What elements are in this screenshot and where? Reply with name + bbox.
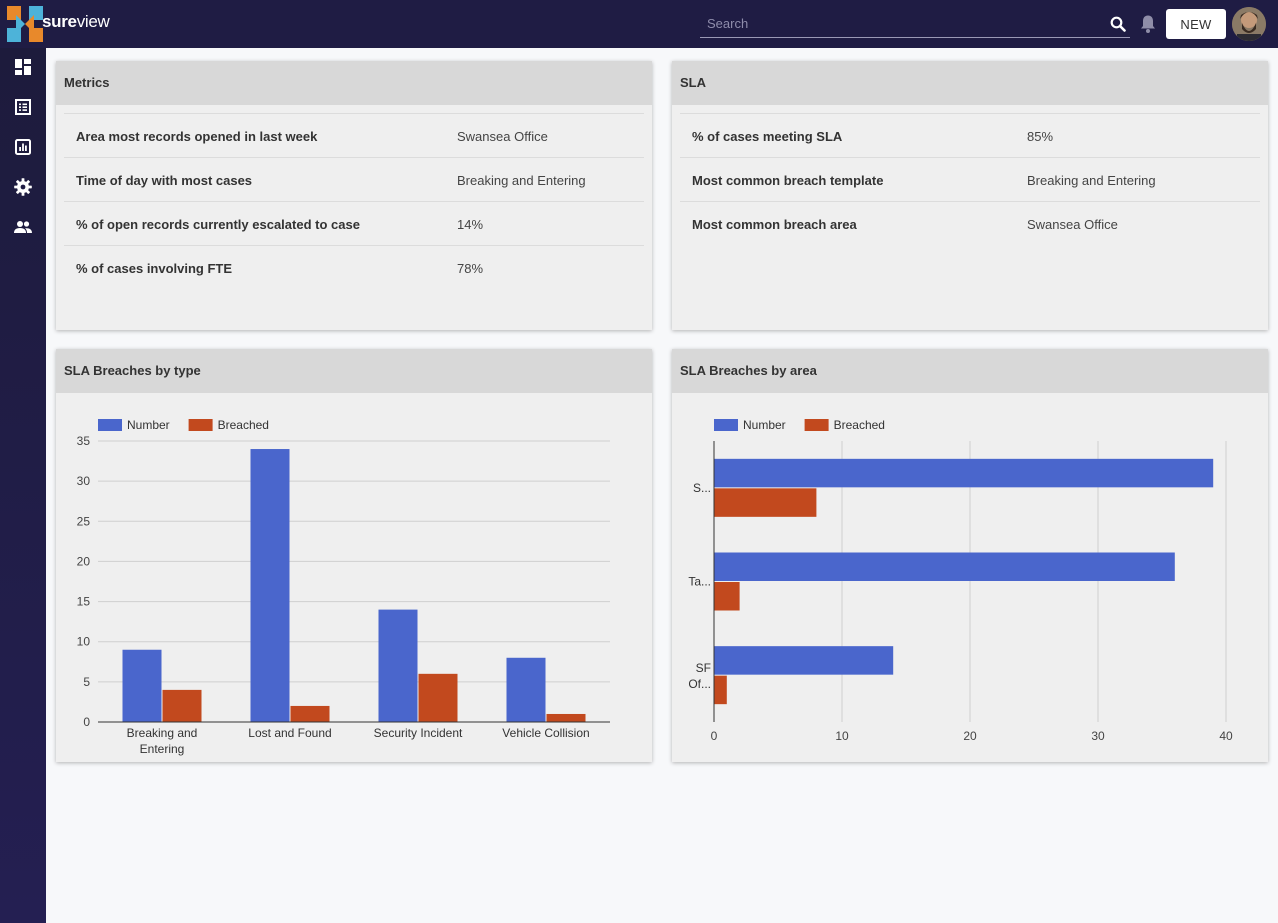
metric-label: Time of day with most cases: [76, 173, 253, 188]
x-tick-label: Lost and Found: [248, 726, 331, 740]
legend-swatch: [188, 419, 213, 431]
legend-label: Number: [743, 418, 786, 432]
y-tick-label: 20: [77, 554, 91, 568]
dashboard-icon[interactable]: [13, 57, 33, 77]
search-icon[interactable]: [1110, 16, 1126, 32]
bar-number: [714, 458, 1214, 488]
table-row: Most common breach template Breaking and…: [680, 158, 1260, 202]
bar-breached: [418, 673, 458, 722]
metric-label: % of open records currently escalated to…: [76, 217, 360, 232]
x-tick-label: 10: [835, 729, 849, 743]
breaches-by-area-chart: Number Breached 0 10 20 30 40 S... Ta... SF Of...: [688, 418, 1233, 743]
sla-label: Most common breach area: [692, 217, 857, 232]
report-icon[interactable]: [13, 137, 33, 157]
bar-number: [378, 609, 418, 722]
table-row: % of open records currently escalated to…: [64, 202, 644, 246]
breaches-by-area-card: SLA Breaches by area Number Breached 0 10 20…: [672, 349, 1268, 762]
metrics-card: Metrics Area most records opened in last…: [56, 61, 652, 330]
table-row: Area most records opened in last week Sw…: [64, 114, 644, 158]
bar-breached: [162, 689, 202, 722]
legend-label: Breached: [834, 418, 885, 432]
table-row: % of cases meeting SLA 85%: [680, 114, 1260, 158]
legend-swatch: [714, 419, 738, 431]
bar-breached: [714, 488, 817, 517]
chart-title: SLA Breaches by area: [672, 349, 1268, 393]
metric-value: Breaking and Entering: [457, 173, 586, 188]
y-tick-label: 30: [77, 474, 91, 488]
x-tick-label: 0: [711, 729, 718, 743]
new-button[interactable]: NEW: [1166, 9, 1226, 39]
bar-number: [506, 657, 546, 722]
sla-label: Most common breach template: [692, 173, 884, 188]
table-row: Time of day with most cases Breaking and…: [64, 158, 644, 202]
bar-breached: [546, 713, 586, 722]
y-tick-label: 25: [77, 514, 91, 528]
logo-text-light: view: [76, 12, 110, 31]
x-tick-label: Vehicle Collision: [502, 726, 589, 740]
legend-swatch: [804, 419, 829, 431]
y-tick-label: 15: [77, 595, 91, 609]
bell-icon[interactable]: [1139, 14, 1157, 34]
y-tick-label: 5: [83, 675, 90, 689]
list-icon[interactable]: [13, 97, 33, 117]
search-bar: [700, 10, 1130, 38]
sla-table: % of cases meeting SLA 85% Most common b…: [680, 113, 1260, 246]
x-tick-label: 40: [1219, 729, 1233, 743]
metric-value: 78%: [457, 261, 484, 276]
x-tick-label: Breaking and: [127, 726, 198, 740]
x-tick-label: Entering: [140, 742, 185, 756]
legend-label: Number: [127, 418, 170, 432]
breaches-by-type-chart: Number Breached 0 5 10 15 20 25 30 35 Breaking and…: [77, 418, 610, 756]
search-input[interactable]: [700, 10, 1100, 37]
bar-number: [714, 552, 1175, 581]
y-tick-label: 35: [77, 434, 91, 448]
breaches-by-type-card: SLA Breaches by type Number Breached 0 5 10 1…: [56, 349, 652, 762]
sla-value: Breaking and Entering: [1027, 173, 1156, 188]
bar-number: [122, 649, 162, 722]
bar-breached: [714, 675, 727, 705]
y-tick-label: S...: [693, 481, 711, 495]
x-tick-label: 20: [963, 729, 977, 743]
legend-label: Breached: [218, 418, 269, 432]
app-logo-text: sureview: [42, 12, 110, 32]
x-tick-label: Security Incident: [374, 726, 463, 740]
sla-card: SLA % of cases meeting SLA 85% Most comm…: [672, 61, 1268, 330]
metric-label: % of cases involving FTE: [76, 261, 233, 276]
chart-title: SLA Breaches by type: [56, 349, 652, 393]
metrics-card-title: Metrics: [56, 61, 652, 105]
logo-text-bold: sure: [42, 12, 77, 31]
y-tick-label: Of...: [688, 677, 711, 691]
metrics-table: Area most records opened in last week Sw…: [64, 113, 644, 290]
table-row: Most common breach area Swansea Office: [680, 202, 1260, 246]
metric-label: Area most records opened in last week: [76, 129, 318, 144]
y-tick-label: SF: [696, 661, 711, 675]
x-tick-label: 30: [1091, 729, 1105, 743]
bar-breached: [290, 705, 330, 722]
metric-value: Swansea Office: [457, 129, 548, 144]
top-bar: sureview NEW: [0, 0, 1278, 48]
sla-label: % of cases meeting SLA: [692, 129, 843, 144]
legend-swatch: [98, 419, 122, 431]
bar-breached: [714, 582, 740, 611]
bar-number: [250, 449, 290, 722]
sureview-logo-icon[interactable]: [6, 5, 44, 43]
y-tick-label: Ta...: [688, 575, 711, 589]
sla-value: 85%: [1027, 129, 1054, 144]
sla-value: Swansea Office: [1027, 217, 1118, 232]
gear-icon[interactable]: [13, 177, 33, 197]
users-icon[interactable]: [13, 217, 33, 237]
y-tick-label: 0: [83, 715, 90, 729]
table-row: % of cases involving FTE 78%: [64, 246, 644, 290]
sidebar: [0, 48, 46, 923]
avatar-image: [1232, 7, 1266, 41]
avatar[interactable]: [1232, 7, 1266, 41]
y-tick-label: 10: [77, 635, 91, 649]
metric-value: 14%: [457, 217, 484, 232]
sla-card-title: SLA: [672, 61, 1268, 105]
bar-number: [714, 646, 894, 675]
